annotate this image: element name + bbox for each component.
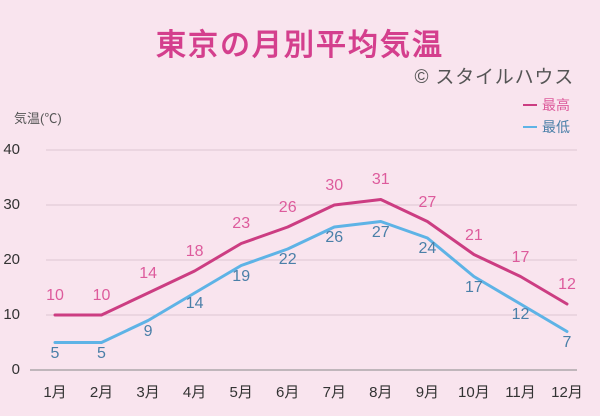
svg-text:10: 10	[93, 287, 111, 304]
svg-text:10: 10	[3, 306, 20, 323]
svg-text:23: 23	[232, 215, 250, 232]
svg-text:8月: 8月	[369, 384, 392, 401]
svg-text:26: 26	[325, 229, 343, 246]
svg-text:9月: 9月	[416, 384, 439, 401]
svg-text:3月: 3月	[136, 384, 159, 401]
svg-text:22: 22	[279, 251, 297, 268]
svg-text:2月: 2月	[90, 384, 113, 401]
svg-text:10: 10	[46, 287, 64, 304]
svg-text:9: 9	[144, 323, 153, 340]
svg-text:17: 17	[465, 279, 483, 296]
svg-text:5月: 5月	[230, 384, 253, 401]
svg-text:4月: 4月	[183, 384, 206, 401]
svg-text:12: 12	[558, 276, 576, 293]
svg-text:30: 30	[325, 177, 343, 194]
svg-text:12: 12	[512, 306, 530, 323]
svg-text:26: 26	[279, 199, 297, 216]
svg-text:5: 5	[51, 345, 60, 362]
svg-text:30: 30	[3, 196, 20, 213]
svg-text:10月: 10月	[458, 384, 490, 401]
svg-text:6月: 6月	[276, 384, 299, 401]
svg-text:14: 14	[139, 265, 157, 282]
svg-text:31: 31	[372, 171, 390, 188]
svg-text:27: 27	[372, 224, 390, 241]
svg-text:1月: 1月	[43, 384, 66, 401]
svg-text:21: 21	[465, 227, 483, 244]
svg-text:11月: 11月	[505, 384, 536, 401]
svg-text:40: 40	[3, 141, 20, 158]
svg-text:20: 20	[3, 251, 20, 268]
svg-text:0: 0	[12, 361, 20, 378]
svg-text:5: 5	[97, 345, 106, 362]
svg-text:17: 17	[512, 249, 530, 266]
svg-text:24: 24	[419, 240, 437, 257]
svg-text:14: 14	[186, 295, 204, 312]
svg-text:7: 7	[563, 334, 572, 351]
svg-text:18: 18	[186, 243, 204, 260]
svg-text:27: 27	[419, 194, 437, 211]
svg-text:19: 19	[232, 268, 250, 285]
svg-text:12月: 12月	[551, 384, 583, 401]
svg-text:7月: 7月	[323, 384, 346, 401]
